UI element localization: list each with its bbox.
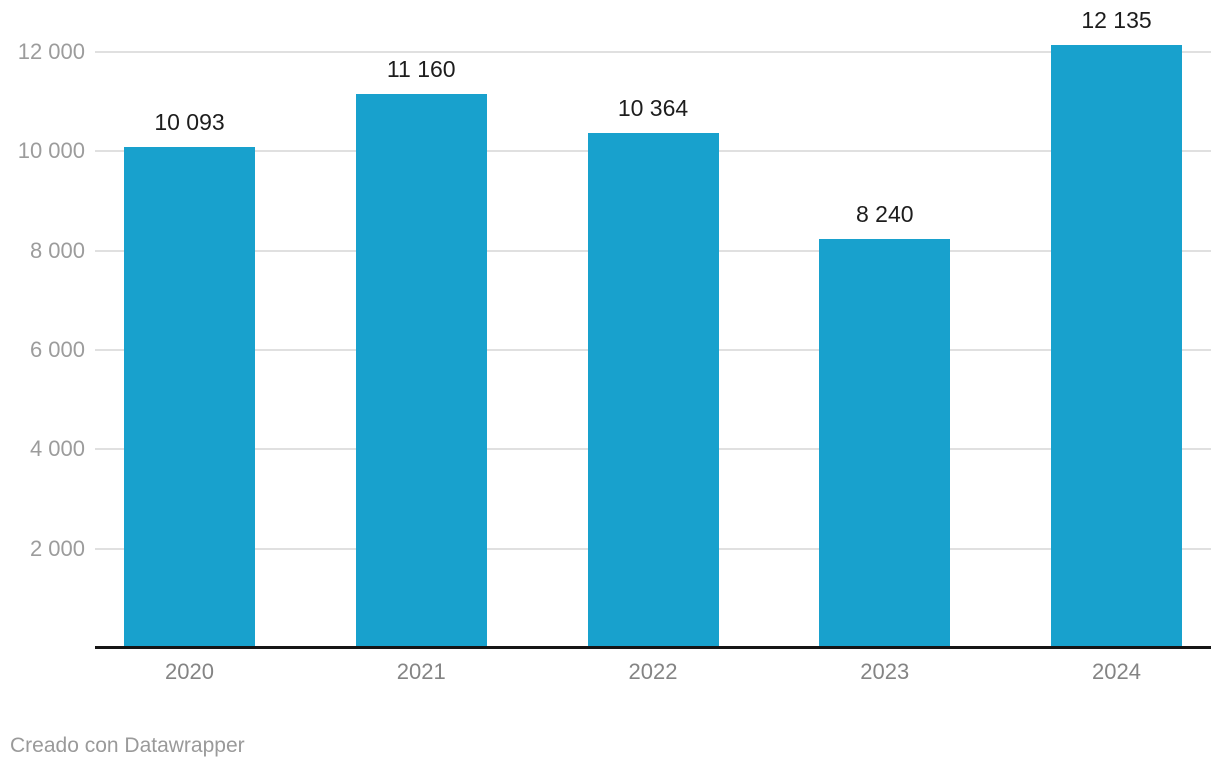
x-tick-label-2023: 2023 bbox=[860, 659, 910, 684]
x-axis-line bbox=[95, 646, 1211, 649]
bar-2020 bbox=[124, 146, 255, 648]
x-tick-label-2022: 2022 bbox=[628, 659, 678, 684]
bar-2021 bbox=[355, 93, 487, 648]
y-tick-label: 6 000 bbox=[29, 337, 85, 362]
x-tick-label-2024: 2024 bbox=[1092, 659, 1141, 684]
datawrapper-credit-link[interactable]: Creado con Datawrapper bbox=[10, 734, 245, 757]
bar-2022 bbox=[587, 133, 719, 648]
value-label-2020: 10 093 bbox=[154, 108, 225, 135]
gridline bbox=[95, 51, 1211, 53]
value-label-2022: 10 364 bbox=[617, 95, 689, 122]
y-tick-label: 10 000 bbox=[17, 138, 85, 164]
x-tick-label-2020: 2020 bbox=[165, 659, 214, 684]
y-tick-label: 12 000 bbox=[17, 39, 85, 64]
bar-2024 bbox=[1051, 45, 1182, 648]
value-label-2021: 11 160 bbox=[386, 55, 456, 82]
value-label-2024: 12 135 bbox=[1081, 7, 1152, 34]
y-tick-label: 4 000 bbox=[29, 436, 85, 462]
value-label-2023: 8 240 bbox=[855, 200, 914, 227]
y-tick-label: 2 000 bbox=[29, 535, 85, 561]
bar-2023 bbox=[819, 238, 951, 648]
x-tick-label-2021: 2021 bbox=[396, 659, 446, 684]
y-tick-label: 8 000 bbox=[29, 237, 85, 263]
